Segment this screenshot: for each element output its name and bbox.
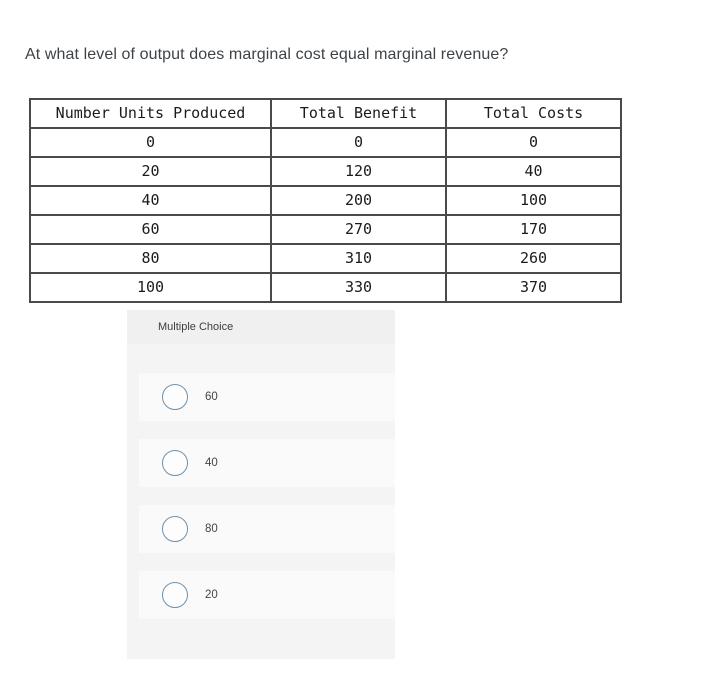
table-cell: 120 xyxy=(270,156,447,187)
table-cell: 0 xyxy=(29,127,272,158)
table-cell: 20 xyxy=(29,156,272,187)
table-cell: 370 xyxy=(445,272,622,303)
table-cell: 0 xyxy=(270,127,447,158)
radio-button[interactable] xyxy=(162,582,188,608)
table-cell: 40 xyxy=(445,156,622,187)
table-cell: 170 xyxy=(445,214,622,245)
choice-option[interactable]: 40 xyxy=(139,439,395,487)
table-cell: 270 xyxy=(270,214,447,245)
table-row: 100 330 370 xyxy=(29,272,622,303)
column-header-costs: Total Costs xyxy=(445,98,622,129)
table-row: 0 0 0 xyxy=(29,127,622,158)
choice-label: 80 xyxy=(205,523,218,535)
table-cell: 60 xyxy=(29,214,272,245)
choice-option[interactable]: 20 xyxy=(139,571,395,619)
table-cell: 40 xyxy=(29,185,272,216)
choice-option-list: 60 40 80 20 xyxy=(127,373,395,619)
radio-button[interactable] xyxy=(162,516,188,542)
table-cell: 100 xyxy=(445,185,622,216)
radio-button[interactable] xyxy=(162,384,188,410)
radio-button[interactable] xyxy=(162,450,188,476)
multiple-choice-panel: Multiple Choice 60 40 80 20 xyxy=(127,310,395,659)
choice-label: 60 xyxy=(205,391,218,403)
table-cell: 260 xyxy=(445,243,622,274)
table-row: 20 120 40 xyxy=(29,156,622,187)
table-header-row: Number Units Produced Total Benefit Tota… xyxy=(29,98,622,129)
choice-option[interactable]: 80 xyxy=(139,505,395,553)
table-cell: 310 xyxy=(270,243,447,274)
multiple-choice-label: Multiple Choice xyxy=(127,310,395,344)
table-row: 40 200 100 xyxy=(29,185,622,216)
column-header-units: Number Units Produced xyxy=(29,98,272,129)
table-cell: 200 xyxy=(270,185,447,216)
column-header-benefit: Total Benefit xyxy=(270,98,447,129)
benefit-cost-table: Number Units Produced Total Benefit Tota… xyxy=(29,98,622,303)
table-row: 60 270 170 xyxy=(29,214,622,245)
choice-label: 20 xyxy=(205,589,218,601)
table-cell: 80 xyxy=(29,243,272,274)
table-cell: 0 xyxy=(445,127,622,158)
choice-option[interactable]: 60 xyxy=(139,373,395,421)
question-text: At what level of output does marginal co… xyxy=(25,46,509,63)
table-cell: 100 xyxy=(29,272,272,303)
table-cell: 330 xyxy=(270,272,447,303)
table-row: 80 310 260 xyxy=(29,243,622,274)
choice-label: 40 xyxy=(205,457,218,469)
